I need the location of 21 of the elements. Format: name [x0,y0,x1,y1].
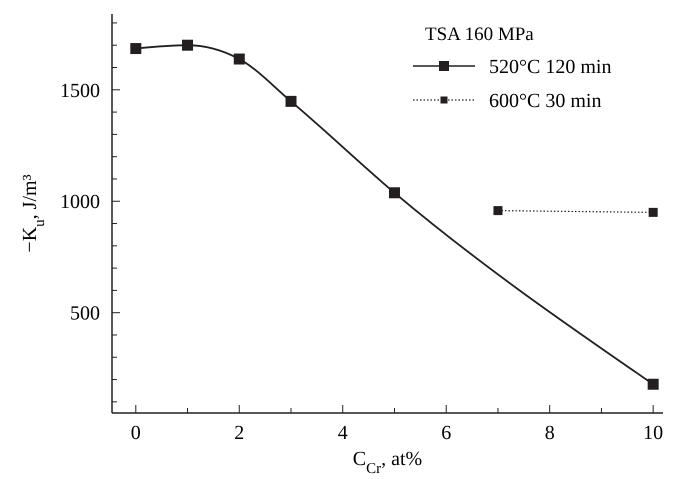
legend-label: 600°C 30 min [489,90,602,112]
legend-title: TSA 160 MPa [425,24,534,45]
x-axis-title: C$_{Cr}$, at% [352,448,422,477]
y-tick-label: 1500 [60,80,100,102]
legend-label: 520°C 120 min [489,56,612,78]
x-tick-label: 10 [643,422,664,444]
point [648,378,659,390]
point [286,96,297,107]
x-tick-label: 0 [130,422,141,444]
x-tick-label: 4 [338,422,348,444]
x-tick-label: 8 [544,422,555,444]
y-tick-label: 500 [70,302,100,325]
y-tick-label: 1000 [60,191,100,214]
point [130,43,142,54]
x-tick-label: 6 [441,422,452,444]
point [182,40,194,51]
point [648,208,658,217]
x-tick-label: 2 [234,422,244,444]
point [493,206,502,216]
point [388,187,400,198]
point [234,54,245,65]
